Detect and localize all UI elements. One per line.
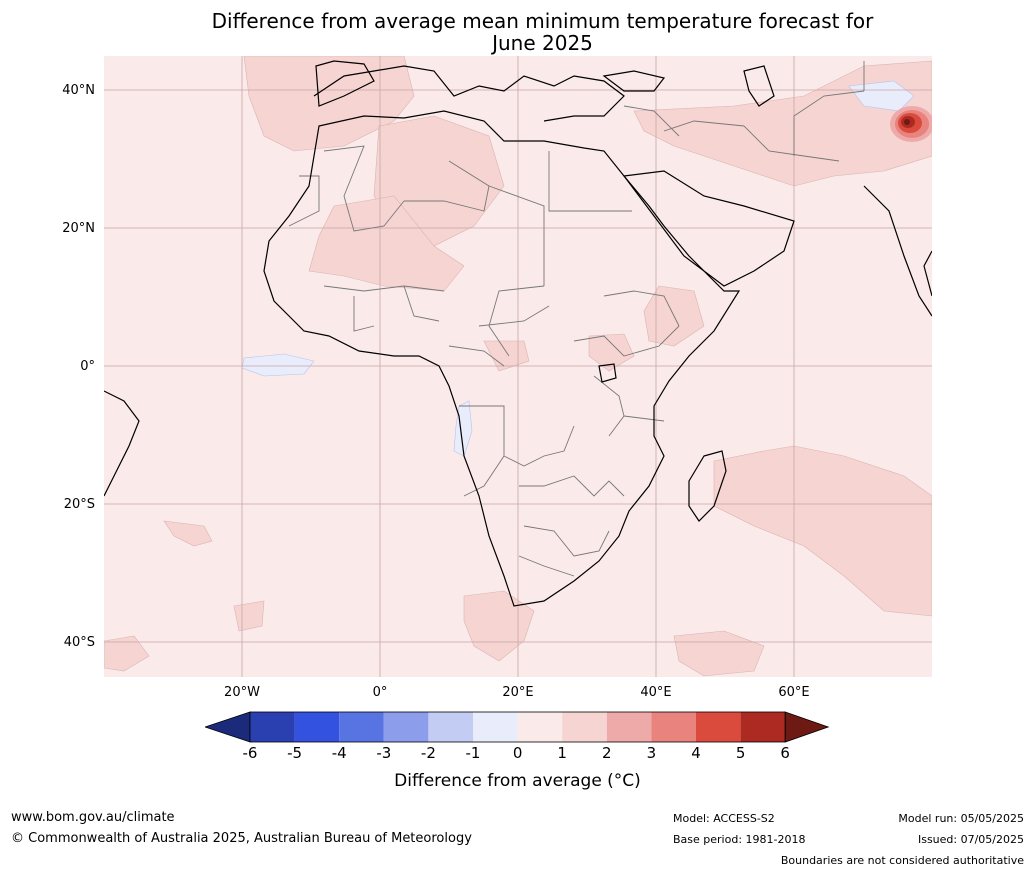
colorbar-segment (696, 712, 741, 742)
colorbar-tick-label: -6 (242, 744, 258, 762)
colorbar-segment (651, 712, 696, 742)
colorbar (205, 711, 830, 743)
colorbar-label: Difference from average (°C) (394, 771, 641, 791)
title-line-2: June 2025 (492, 31, 593, 55)
colorbar-tick-label: 3 (646, 744, 657, 762)
lon-label-40e: 40°E (640, 685, 672, 700)
colorbar-tick-label: 1 (557, 744, 567, 762)
colorbar-segment (562, 712, 607, 742)
colorbar-segment (383, 712, 429, 742)
colorbar-tick-label: 0 (512, 744, 523, 762)
map-title: Difference from average mean minimum tem… (0, 10, 1035, 54)
graticule (104, 56, 932, 677)
coastlines (104, 60, 932, 607)
title-line-1: Difference from average mean minimum tem… (211, 9, 874, 33)
lon-label-20e: 20°E (502, 685, 534, 700)
colorbar-segment (606, 712, 652, 742)
colorbar-segment (250, 712, 295, 742)
anomaly-hotspot (890, 106, 932, 142)
colorbar-frame (249, 711, 786, 743)
lat-label-40n: 40°N (62, 83, 95, 98)
colorbar-extend-low (205, 711, 251, 743)
lon-label-60e: 60°E (778, 685, 810, 700)
colorbar-tick-label: -3 (376, 744, 392, 762)
footer-copyright: © Commonwealth of Australia 2025, Austra… (11, 831, 472, 846)
colorbar-segment (473, 712, 518, 742)
country-borders (288, 61, 865, 577)
colorbar-tick-label: 5 (735, 744, 746, 762)
temperature-anomaly-map (104, 56, 932, 677)
footer-model-run: Model run: 05/05/2025 (898, 812, 1024, 825)
lon-label-0: 0° (372, 685, 388, 700)
colorbar-segment (294, 712, 340, 742)
colorbar-tick-label: 4 (691, 744, 701, 762)
colorbar-extend-high (784, 711, 830, 743)
lat-label-0: 0° (80, 359, 95, 374)
footer-issued: Issued: 07/05/2025 (917, 833, 1024, 846)
colorbar-segment (339, 712, 384, 742)
colorbar-tick-label: 6 (780, 744, 790, 762)
lat-label-20s: 20°S (63, 497, 95, 512)
colorbar-tick-label: -4 (331, 744, 347, 762)
footer-base-period: Base period: 1981-2018 (673, 833, 806, 846)
colorbar-tick-label: 2 (602, 744, 612, 762)
colorbar-tick-label: -1 (465, 744, 481, 762)
footer-model: Model: ACCESS-S2 (673, 812, 775, 825)
lat-label-20n: 20°N (62, 221, 95, 236)
footer-disclaimer: Boundaries are not considered authoritat… (780, 854, 1024, 867)
colorbar-segment (428, 712, 473, 742)
colorbar-tick-label: -2 (420, 744, 436, 762)
colorbar-segment (740, 712, 786, 742)
footer-website[interactable]: www.bom.gov.au/climate (11, 810, 175, 825)
colorbar-tick-label: -5 (287, 744, 303, 762)
colorbar-segment (517, 712, 563, 742)
lat-label-40s: 40°S (63, 635, 95, 650)
lon-label-20w: 20°W (224, 685, 260, 700)
